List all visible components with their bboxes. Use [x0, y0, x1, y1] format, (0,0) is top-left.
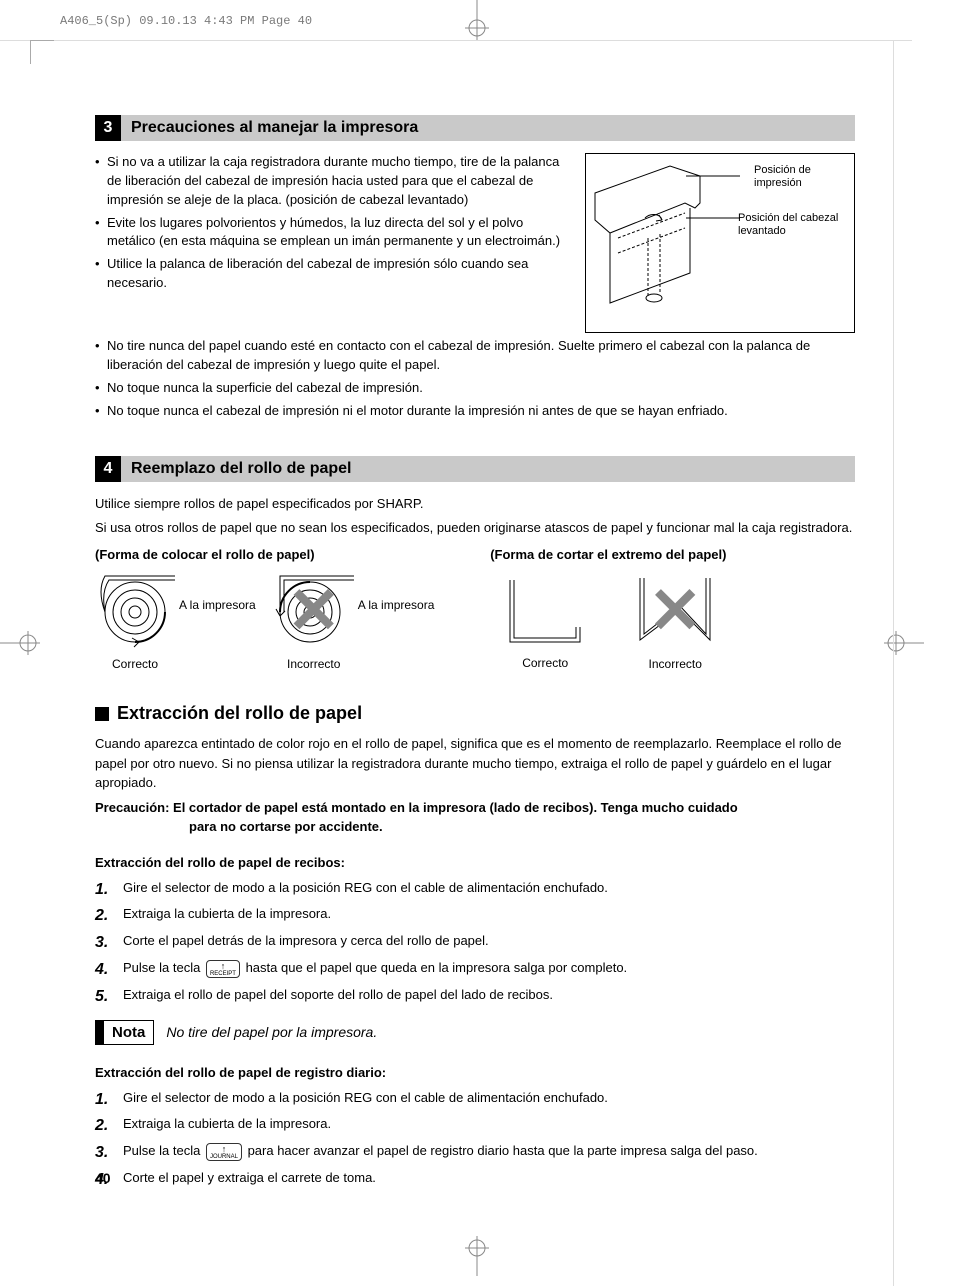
paper-cut-diagram: (Forma de cortar el extremo del papel) C…: [490, 547, 855, 671]
step-item: 4. Pulse la tecla ↑RECEIPT hasta que el p…: [95, 958, 855, 983]
diagram-title: (Forma de cortar el extremo del papel): [490, 547, 855, 562]
diagram-title: (Forma de colocar el rollo de papel): [95, 547, 460, 562]
step-text: Pulse la tecla ↑JOURNAL para hacer avanz…: [123, 1141, 758, 1161]
bullet-item: Evite los lugares polvorientos y húmedos…: [95, 214, 567, 252]
bullet-item: No toque nunca la superficie del cabezal…: [95, 379, 855, 398]
step-number: 3.: [95, 931, 117, 956]
bullet-item: Utilice la palanca de liberación del cab…: [95, 255, 567, 293]
caution-text: Precaución: El cortador de papel está mo…: [95, 799, 855, 837]
paper-set-diagram: (Forma de colocar el rollo de papel): [95, 547, 460, 671]
key-icon: ↑JOURNAL: [206, 1143, 242, 1161]
nota-row: Nota No tire del papel por la impresora.: [95, 1020, 855, 1045]
printer-head-figure: Posición de impresión Posición del cabez…: [585, 153, 855, 333]
section-title: Reemplazo del rollo de papel: [121, 456, 855, 482]
section-3-header: 3 Precauciones al manejar la impresora: [95, 115, 855, 141]
subheading-row: Extracción del rollo de papel: [95, 703, 855, 724]
step-text: Extraiga la cubierta de la impresora.: [123, 1114, 331, 1134]
registration-mark-bottom-icon: [457, 1222, 497, 1276]
bullet-item: No tire nunca del papel cuando esté en c…: [95, 337, 855, 375]
nota-label: Nota: [103, 1020, 154, 1045]
step-number: 2.: [95, 1114, 117, 1139]
step-item: 2. Extraiga la cubierta de la impresora.: [95, 1114, 855, 1139]
x-overlay-icon: ✕: [287, 573, 341, 648]
step-list: 1. Gire el selector de modo a la posición…: [95, 878, 855, 1010]
page-header-slug: A406_5(Sp) 09.10.13 4:43 PM Page 40: [60, 14, 312, 28]
step-text: Corte el papel detrás de la impresora y …: [123, 931, 489, 951]
sub-heading: Extracción del rollo de papel de registr…: [95, 1065, 855, 1080]
intro-text: Cuando aparezca entintado de color rojo …: [95, 734, 855, 793]
section-title: Precauciones al manejar la impresora: [121, 115, 855, 141]
registration-mark-left-icon: [0, 623, 54, 663]
step-item: 1. Gire el selector de modo a la posición…: [95, 878, 855, 903]
step-text: Extraiga la cubierta de la impresora.: [123, 904, 331, 924]
step-number: 4.: [95, 958, 117, 983]
caution-line: para no cortarse por accidente.: [95, 818, 855, 837]
step-number: 3.: [95, 1141, 117, 1166]
section-4-header: 4 Reemplazo del rollo de papel: [95, 456, 855, 482]
figure-label: Posición del cabezal levantado: [738, 212, 848, 238]
registration-mark-right-icon: [870, 623, 924, 663]
step-text: Corte el papel y extraiga el carrete de …: [123, 1168, 376, 1188]
printer-head-icon: [590, 158, 740, 328]
step-item: 3. Pulse la tecla ↑JOURNAL para hacer ava…: [95, 1141, 855, 1166]
section-number: 4: [95, 456, 121, 482]
step-text: Gire el selector de modo a la posición R…: [123, 1088, 608, 1108]
page-number: 40: [95, 1170, 111, 1186]
key-icon: ↑RECEIPT: [206, 960, 240, 978]
step-text: Gire el selector de modo a la posición R…: [123, 878, 608, 898]
bullet-list: No tire nunca del papel cuando esté en c…: [95, 337, 855, 420]
sub-heading: Extracción del rollo de papel de recibos…: [95, 855, 855, 870]
section-number: 3: [95, 115, 121, 141]
paper-cut-correct-icon: [500, 572, 590, 650]
section-3-body: Si no va a utilizar la caja registradora…: [95, 153, 855, 333]
step-number: 5.: [95, 985, 117, 1010]
step-item: 5. Extraiga el rollo de papel del soporte…: [95, 985, 855, 1010]
square-bullet-icon: [95, 707, 109, 721]
step-number: 2.: [95, 904, 117, 929]
x-overlay-icon: ✕: [648, 573, 702, 648]
nota-badge: Nota: [95, 1020, 154, 1045]
caution-line: Precaución: El cortador de papel está mo…: [95, 800, 738, 815]
step-item: 3. Corte el papel detrás de la impresora …: [95, 931, 855, 956]
step-list: 1. Gire el selector de modo a la posición…: [95, 1088, 855, 1193]
figure-label: Posición de impresión: [754, 164, 844, 190]
caption: Correcto: [112, 657, 158, 671]
step-item: 4.Corte el papel y extraiga el carrete d…: [95, 1168, 855, 1193]
intro-text: Utilice siempre rollos de papel especifi…: [95, 494, 855, 514]
to-printer-label: A la impresora: [358, 598, 435, 612]
nota-text: No tire del papel por la impresora.: [166, 1024, 377, 1040]
bullet-list: Si no va a utilizar la caja registradora…: [95, 153, 567, 293]
step-number: 1.: [95, 1088, 117, 1113]
caption: Incorrecto: [287, 657, 340, 671]
crop-guide: [893, 40, 894, 1286]
bullet-item: Si no va a utilizar la caja registradora…: [95, 153, 567, 210]
subheading: Extracción del rollo de papel: [117, 703, 362, 724]
intro-text: Si usa otros rollos de papel que no sean…: [95, 518, 855, 538]
step-item: 2. Extraiga la cubierta de la impresora.: [95, 904, 855, 929]
caption: Correcto: [522, 656, 568, 670]
crop-guide: [0, 40, 912, 41]
step-text: Extraiga el rollo de papel del soporte d…: [123, 985, 553, 1005]
registration-mark-top-icon: [457, 0, 497, 54]
bullet-item: No toque nunca el cabezal de impresión n…: [95, 402, 855, 421]
step-item: 1. Gire el selector de modo a la posición…: [95, 1088, 855, 1113]
step-number: 1.: [95, 878, 117, 903]
step-text: Pulse la tecla ↑RECEIPT hasta que el pap…: [123, 958, 627, 978]
crop-corner: [30, 40, 54, 64]
to-printer-label: A la impresora: [179, 598, 256, 612]
page-content: 3 Precauciones al manejar la impresora S…: [95, 115, 855, 1195]
diagram-row: (Forma de colocar el rollo de papel): [95, 547, 855, 671]
paper-roll-correct-icon: [95, 570, 175, 648]
caption: Incorrecto: [649, 657, 702, 671]
